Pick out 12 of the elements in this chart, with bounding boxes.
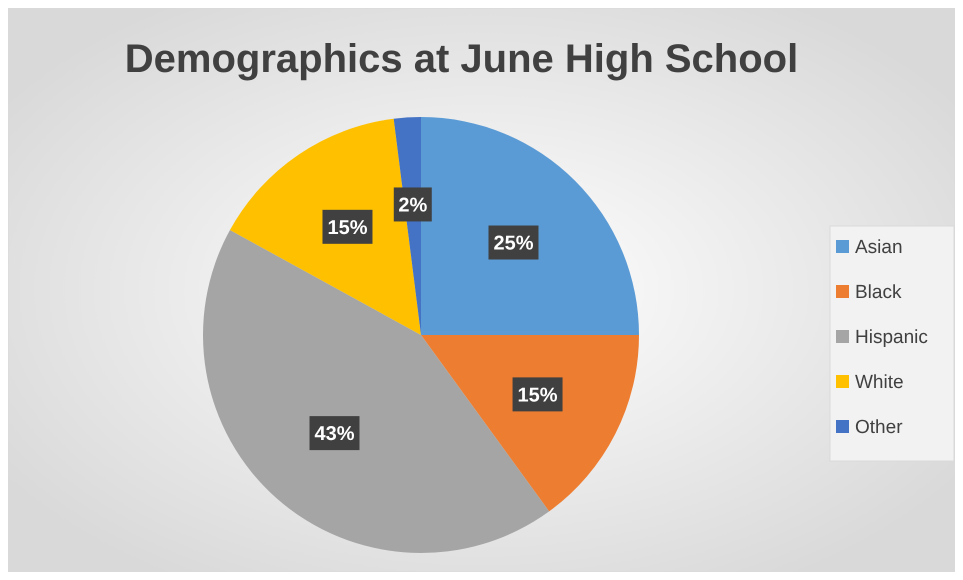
legend-label: Hispanic — [855, 327, 928, 348]
data-label: 25% — [493, 232, 534, 255]
legend-label: White — [855, 372, 904, 393]
data-label: 15% — [518, 384, 558, 406]
pie-slice — [421, 335, 639, 512]
data-label: 15% — [327, 216, 368, 239]
data-label: 2% — [398, 194, 428, 216]
legend-label: Black — [855, 282, 902, 303]
legend-label: Other — [855, 417, 904, 438]
data-label: 43% — [314, 423, 355, 446]
chart-title: Demographics at June High School — [124, 37, 798, 81]
legend-label: Asian — [855, 237, 903, 258]
